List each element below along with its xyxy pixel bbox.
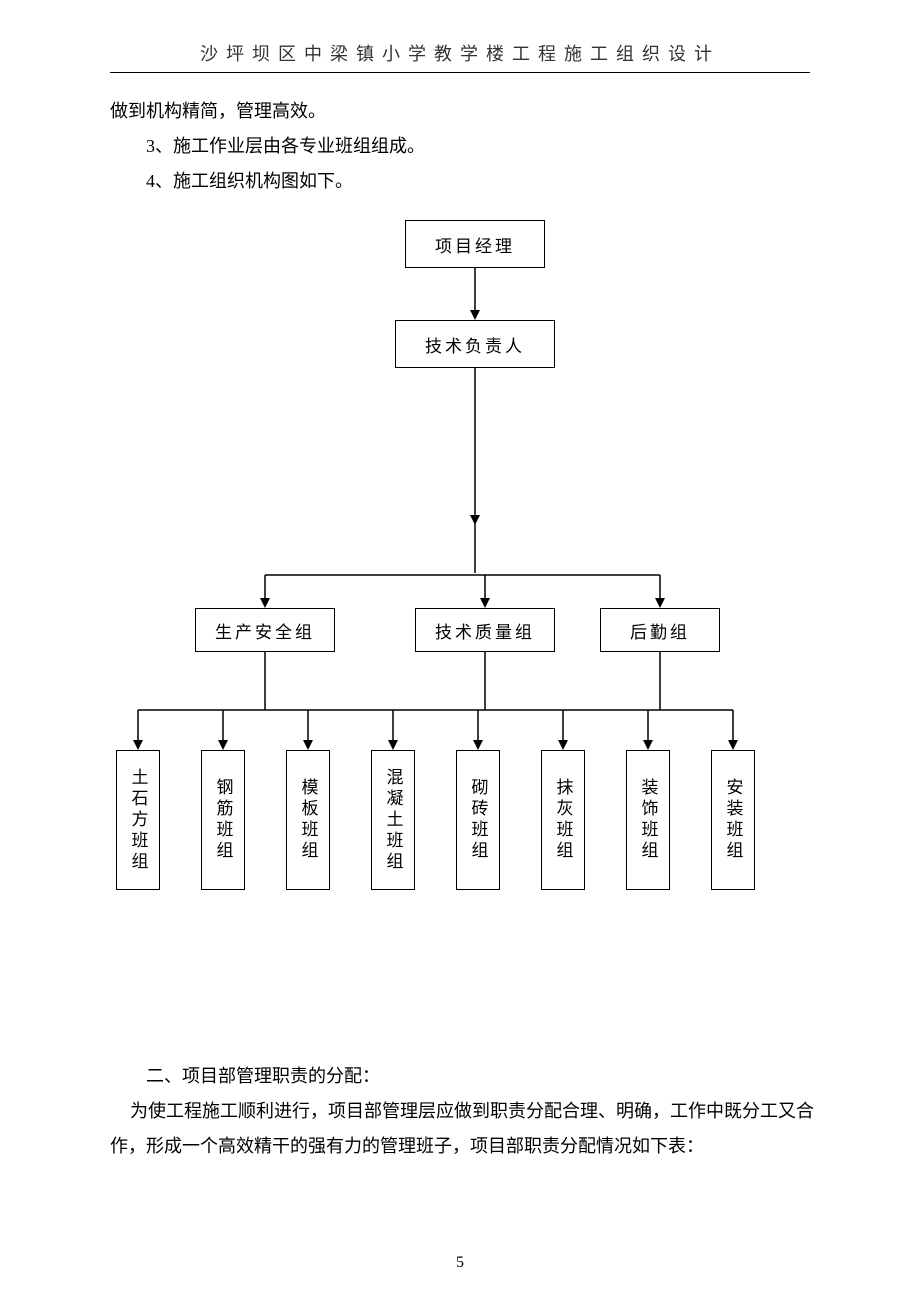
chart-node-pm: 项目经理: [405, 220, 545, 268]
chart-node-logistics: 后勤组: [600, 608, 720, 652]
header-rule: [110, 72, 810, 73]
chart-node-install: 安装班组: [711, 750, 755, 890]
chart-node-plaster: 抹灰班组: [541, 750, 585, 890]
chart-node-safety: 生产安全组: [195, 608, 335, 652]
chart-node-decor: 装饰班组: [626, 750, 670, 890]
chart-node-quality: 技术质量组: [415, 608, 555, 652]
page-header: 沙坪坝区中梁镇小学教学楼工程施工组织设计: [0, 40, 920, 66]
chart-node-rebar: 钢筋班组: [201, 750, 245, 890]
paragraph-1: 做到机构精简，管理高效。: [110, 95, 326, 127]
paragraph-3: 4、施工组织机构图如下。: [146, 165, 353, 197]
paragraph-body-2: 作，形成一个高效精干的强有力的管理班子，项目部职责分配情况如下表：: [110, 1130, 820, 1162]
chart-node-earth: 土石方班组: [116, 750, 160, 890]
section-title: 二、项目部管理职责的分配：: [146, 1060, 380, 1092]
org-chart: 项目经理技术负责人生产安全组 技术质量组 后勤组土石方班组钢筋班组模板班组混凝土班组…: [110, 210, 810, 930]
page-number: 5: [0, 1254, 920, 1272]
paragraph-body-1: 为使工程施工顺利进行，项目部管理层应做到职责分配合理、明确，工作中既分工又合: [130, 1095, 820, 1127]
chart-node-tech_lead: 技术负责人: [395, 320, 555, 368]
chart-node-concrete: 混凝土班组: [371, 750, 415, 890]
paragraph-2: 3、施工作业层由各专业班组组成。: [146, 130, 425, 162]
chart-node-form: 模板班组: [286, 750, 330, 890]
chart-node-brick: 砌砖班组: [456, 750, 500, 890]
